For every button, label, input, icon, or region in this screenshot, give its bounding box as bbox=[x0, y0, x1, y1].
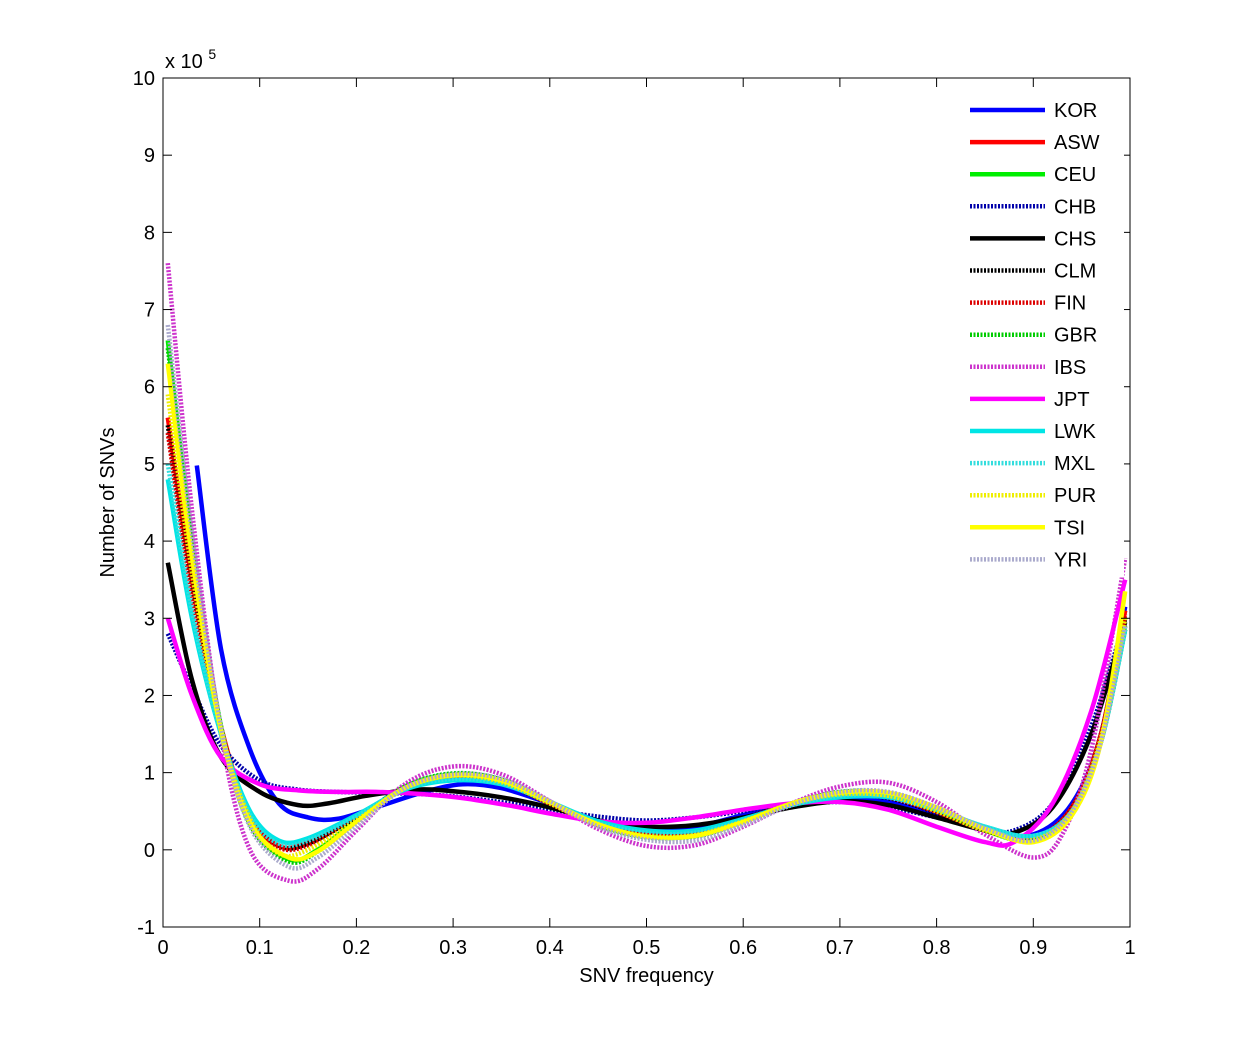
legend-label-fin: FIN bbox=[1054, 293, 1086, 315]
exponent-power: 5 bbox=[208, 46, 216, 62]
x-tick-label: 0.7 bbox=[826, 937, 854, 959]
y-tick-label: 2 bbox=[144, 685, 155, 707]
x-tick-label: 0.9 bbox=[1019, 937, 1047, 959]
legend-label-chs: CHS bbox=[1054, 228, 1096, 250]
x-tick-label: 0.8 bbox=[923, 937, 951, 959]
series-line-jpt bbox=[165, 579, 1128, 848]
y-tick-label: 6 bbox=[144, 377, 155, 399]
x-tick-label: 0 bbox=[157, 937, 168, 959]
y-tick-label: -1 bbox=[137, 917, 155, 939]
y-tick-label: 7 bbox=[144, 300, 155, 322]
legend-label-ceu: CEU bbox=[1054, 164, 1096, 186]
x-axis-label: SNV frequency bbox=[579, 965, 714, 987]
y-tick-label: 10 bbox=[133, 68, 155, 90]
y-tick-label: 5 bbox=[144, 454, 155, 476]
legend-label-yri: YRI bbox=[1054, 549, 1087, 571]
axis-ticks: 0 0.1 0.2 0.3 0.4 0.5 0.6 0.7 0.8 0.9 1-1012345678… bbox=[133, 68, 1136, 959]
legend-label-lwk: LWK bbox=[1054, 421, 1097, 443]
exponent-base: x 10 bbox=[165, 51, 203, 73]
x-tick-label: 1 bbox=[1124, 937, 1135, 959]
legend: KOR ASW CEU CHB CHS CLM FIN GBR IBS JPT LWK MXL PUR T… bbox=[964, 92, 1124, 578]
y-tick-label: 4 bbox=[144, 531, 155, 553]
series-line-chb bbox=[165, 617, 1128, 835]
x-tick-label: 0.5 bbox=[633, 937, 661, 959]
legend-label-kor: KOR bbox=[1054, 100, 1097, 122]
y-axis-label: Number of SNVs bbox=[97, 427, 119, 577]
legend-label-ibs: IBS bbox=[1054, 357, 1086, 379]
legend-label-clm: CLM bbox=[1054, 261, 1096, 283]
y-tick-label: 8 bbox=[144, 222, 155, 244]
series-line-yri bbox=[165, 324, 1128, 871]
y-tick-label: 1 bbox=[144, 763, 155, 785]
x-tick-label: 0.1 bbox=[246, 937, 274, 959]
y-tick-label: 9 bbox=[144, 145, 155, 167]
x-tick-label: 0.2 bbox=[342, 937, 370, 959]
legend-label-asw: ASW bbox=[1054, 132, 1100, 154]
y-tick-label: 3 bbox=[144, 608, 155, 630]
y-axis-exponent-label: x 10 5 bbox=[165, 46, 216, 73]
legend-label-mxl: MXL bbox=[1054, 453, 1095, 475]
x-tick-label: 0.3 bbox=[439, 937, 467, 959]
y-tick-label: 0 bbox=[144, 840, 155, 862]
x-tick-label: 0.6 bbox=[729, 937, 757, 959]
legend-label-jpt: JPT bbox=[1054, 389, 1090, 411]
legend-label-pur: PUR bbox=[1054, 485, 1096, 507]
legend-label-chb: CHB bbox=[1054, 196, 1096, 218]
legend-label-gbr: GBR bbox=[1054, 325, 1097, 347]
legend-label-tsi: TSI bbox=[1054, 517, 1085, 539]
series-layer bbox=[165, 262, 1128, 884]
x-tick-label: 0.4 bbox=[536, 937, 564, 959]
